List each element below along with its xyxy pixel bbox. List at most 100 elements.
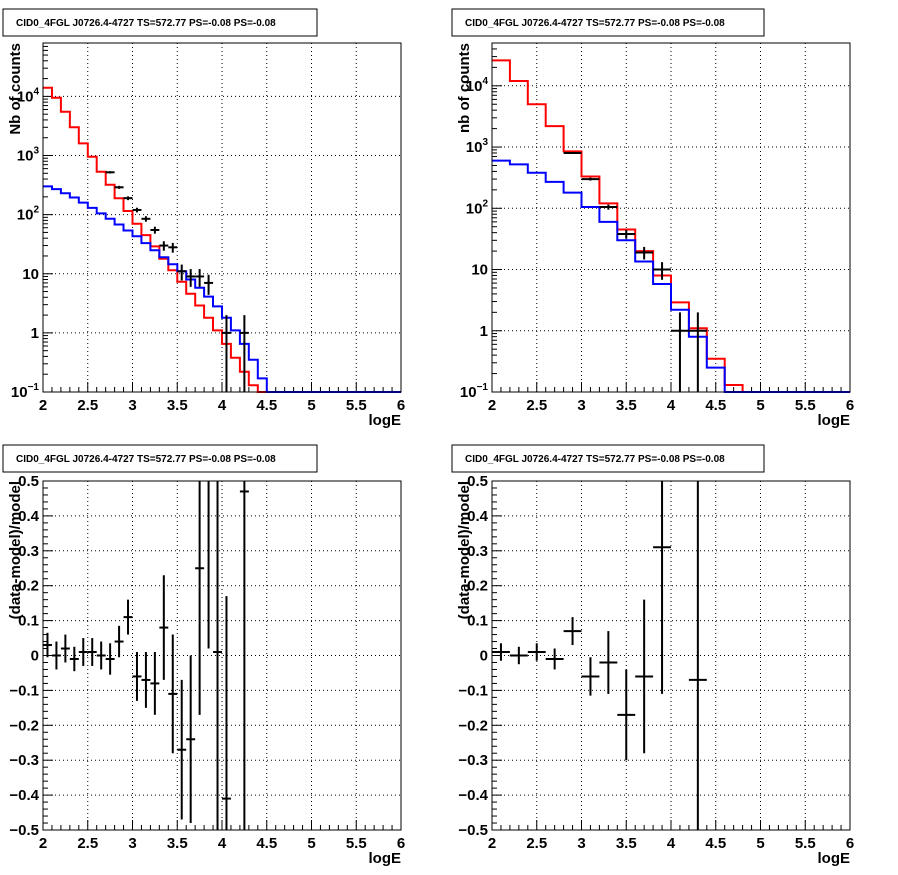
data-point [222,315,231,392]
data-point [168,242,178,253]
data-point [150,652,160,715]
y-tick-label: 1 [31,325,39,342]
x-axis-label: logE [369,850,402,867]
x-tick-label: 4 [218,397,227,414]
y-tick-label: 0.1 [18,613,39,630]
chart-title: CID0_4FGL J0726.4-4727 TS=572.77 PS=-0.0… [465,454,725,465]
data-point [653,481,671,694]
x-tick-label: 2 [488,835,496,852]
x-tick-label: 3 [577,397,585,414]
x-tick-label: 3 [128,835,136,852]
data-point [617,669,636,761]
data-point [563,617,582,646]
data-point [132,207,142,213]
y-tick-exponent: 2 [482,198,488,209]
y-tick-label: −0.4 [9,787,39,804]
y-tick-mantissa: 10 [11,384,28,401]
x-tick-label: 4.5 [256,397,277,414]
y-tick-label: 103 [466,137,489,156]
data-point [581,177,600,181]
y-tick-label: 0.2 [467,578,488,595]
x-tick-label: 2 [39,397,47,414]
data-point [132,652,142,701]
x-tick-label: 6 [397,835,405,852]
data-point [78,638,88,666]
x-tick-label: 2.5 [77,835,98,852]
y-tick-label: 103 [17,146,40,165]
data-point [509,646,528,665]
data-point [204,274,214,295]
y-tick-exponent: −1 [477,382,489,393]
y-tick-label: 0.1 [467,613,488,630]
y-tick-label: 0.2 [18,578,39,595]
data-point [177,264,187,281]
data-points [492,481,707,830]
x-tick-label: 4 [667,397,676,414]
data-point [492,643,510,661]
data-point [60,634,70,663]
y-tick-label: −0.5 [458,822,488,839]
y-tick-label: 1 [480,323,488,340]
y-tick-label: −0.4 [458,787,488,804]
data-point [69,646,79,672]
y-tick-mantissa: 10 [460,384,477,401]
data-point [239,481,249,830]
data-point [114,185,124,189]
x-tick-label: 4 [667,835,676,852]
panel-residuals-coarse: 2 2.5 3 3.5 4 4.5 5 5.5 6 0.5 0.4 0.3 0.2 0.1 0 −0.1 −0.… [451,444,854,867]
y-tick-label: −0.2 [9,717,39,734]
title-box: CID0_4FGL J0726.4-4727 TS=572.77 PS=-0.0… [451,444,765,473]
y-tick-label: −0.3 [458,752,488,769]
y-tick-mantissa: 10 [466,139,483,156]
data-points [563,151,707,392]
x-tick-label: 2 [488,397,496,414]
title-frame [451,444,765,473]
x-axis-label: logE [818,412,851,429]
chart-title: CID0_4FGL J0726.4-4727 TS=572.77 PS=-0.0… [465,18,725,29]
y-tick-exponent: 3 [33,146,39,157]
x-tick-label: 4.5 [705,397,726,414]
title-frame [2,444,318,473]
y-tick-label: 0.5 [18,473,39,490]
y-tick-exponent: −1 [28,382,40,393]
x-tick-label: 6 [846,397,854,414]
data-point [105,171,115,174]
y-tick-label: 0.4 [467,508,489,525]
x-tick-label: 2 [39,835,47,852]
data-point [581,657,600,696]
x-axis-label: logE [818,850,851,867]
data-point [635,246,654,260]
title-frame [2,8,318,37]
y-tick-exponent: 4 [482,76,488,87]
data-point [653,262,671,280]
data-point [186,269,196,287]
title-frame [451,8,765,37]
x-tick-label: 2.5 [526,397,547,414]
y-tick-label: −0.3 [9,752,39,769]
x-tick-label: 3.5 [167,835,188,852]
data-point [141,216,151,222]
chart-title: CID0_4FGL J0726.4-4727 TS=572.77 PS=-0.0… [16,18,276,29]
y-tick-label: −0.5 [9,822,39,839]
y-tick-label: 10−1 [460,382,489,401]
y-tick-label: 10−1 [11,382,40,401]
x-tick-label: 5.5 [346,835,367,852]
title-box: CID0_4FGL J0726.4-4727 TS=572.77 PS=-0.0… [451,8,765,37]
data-point [168,634,178,754]
x-tick-label: 5.5 [795,835,816,852]
y-tick-exponent: 3 [482,137,488,148]
x-tick-label: 4.5 [705,835,726,852]
y-tick-mantissa: 10 [466,78,483,95]
data-point [195,481,205,715]
y-tick-label: 0.3 [18,543,39,560]
data-point [159,241,169,251]
data-point [177,679,187,820]
y-tick-mantissa: 10 [17,207,34,224]
data-point [105,643,115,675]
data-point [563,151,582,154]
data-point [96,641,106,670]
plot-area [492,43,850,392]
y-tick-label: 10 [22,266,39,283]
title-box: CID0_4FGL J0726.4-4727 TS=572.77 PS=-0.0… [2,8,318,37]
data-point [123,196,133,201]
